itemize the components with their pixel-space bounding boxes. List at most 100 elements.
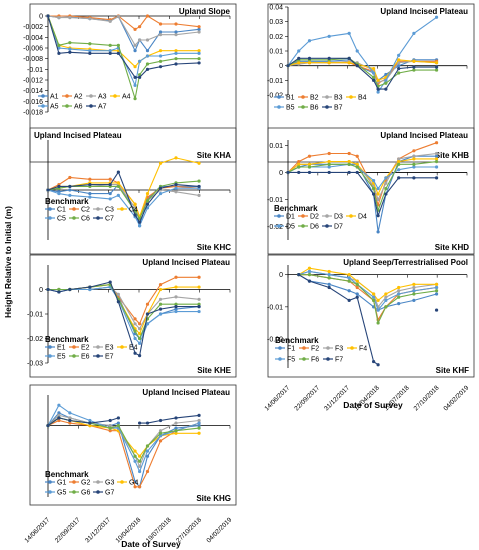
data-point-b6 — [397, 71, 400, 74]
data-point-f5 — [435, 286, 438, 289]
data-point-e7 — [57, 290, 60, 293]
legend-label: F7 — [335, 357, 343, 364]
data-point-f5 — [328, 273, 331, 276]
chart-panel-khg: Upland Incised PlateauSite KHGBenchmarkG… — [30, 385, 236, 505]
legend-label: F2 — [311, 346, 319, 353]
data-point-d6 — [412, 163, 415, 166]
data-point-a4 — [133, 65, 136, 68]
x-tick-label: 14/06/2017 — [23, 516, 51, 544]
legend-label: F4 — [359, 346, 367, 353]
legend-marker — [72, 480, 76, 484]
legend-label: B1 — [286, 95, 295, 102]
data-point-a6 — [197, 57, 200, 60]
x-tick-label: 27/10/2018 — [413, 384, 441, 412]
legend-label: A6 — [74, 104, 83, 111]
data-point-c7 — [88, 183, 91, 186]
data-point-g4 — [197, 432, 200, 435]
y-tick-label: 0.01 — [269, 49, 283, 56]
legend-item-g4: G4 — [117, 480, 138, 487]
data-point-d3 — [376, 198, 379, 201]
legend-label: E5 — [57, 354, 66, 361]
data-point-b7 — [356, 64, 359, 67]
chart-title: Upland Incised Plateau — [380, 131, 468, 140]
data-point-c4 — [146, 192, 149, 195]
legend-label: A5 — [50, 104, 59, 111]
y-tick-label: -0.006 — [23, 46, 43, 53]
data-point-f7 — [308, 279, 311, 282]
data-point-d7 — [376, 214, 379, 217]
data-point-d6 — [356, 165, 359, 168]
data-point-d5 — [435, 165, 438, 168]
data-point-f4 — [328, 270, 331, 273]
data-point-e7 — [88, 285, 91, 288]
series-line-b5 — [288, 17, 437, 92]
data-point-b7 — [297, 57, 300, 60]
series-line-g5 — [48, 405, 199, 471]
data-point-g7 — [159, 419, 162, 422]
data-point-b7 — [412, 66, 415, 69]
x-tick-label: 04/02/2019 — [442, 384, 470, 412]
data-point-a7 — [174, 62, 177, 65]
data-point-f6 — [435, 289, 438, 292]
x-tick-label: 04/02/2019 — [205, 516, 233, 544]
data-point-d6 — [435, 160, 438, 163]
legend-item-a2: A2 — [62, 94, 83, 101]
data-point-d7 — [328, 171, 331, 174]
data-point-f1 — [412, 299, 415, 302]
legend-label: A1 — [50, 94, 59, 101]
legend-item-d7: D7 — [322, 224, 343, 231]
data-point-a6 — [146, 62, 149, 65]
data-point-g4 — [138, 455, 141, 458]
data-point-a7 — [68, 51, 71, 54]
data-point-f7 — [376, 363, 379, 366]
legend-label: G7 — [105, 490, 114, 497]
data-point-g6 — [117, 424, 120, 427]
legend-label: E3 — [105, 345, 114, 352]
data-point-c3 — [197, 194, 200, 197]
data-point-e2 — [174, 276, 177, 279]
data-point-f4 — [356, 279, 359, 282]
legend-marker — [48, 216, 52, 220]
legend-label: C3 — [105, 207, 114, 214]
data-point-c7 — [46, 188, 49, 191]
legend-item-c7: C7 — [93, 216, 114, 223]
data-point-b4 — [308, 61, 311, 64]
data-point-d7 — [397, 176, 400, 179]
data-point-e7 — [159, 308, 162, 311]
site-label: Site KHA — [197, 151, 231, 160]
data-point-f4 — [435, 283, 438, 286]
data-point-a3 — [197, 30, 200, 33]
x-tick-label: 22/09/2017 — [54, 516, 82, 544]
data-point-e7 — [46, 288, 49, 291]
data-point-a2 — [159, 22, 162, 25]
data-point-g5 — [146, 450, 149, 453]
legend-title: Benchmark — [45, 335, 89, 344]
data-point-f7 — [372, 360, 375, 363]
data-point-f1 — [348, 289, 351, 292]
legend-label: A2 — [74, 94, 83, 101]
data-point-a7 — [46, 14, 49, 17]
legend-marker — [278, 357, 282, 361]
data-point-d7 — [348, 171, 351, 174]
legend-label: A3 — [98, 94, 107, 101]
data-point-g7 — [57, 416, 60, 419]
y-tick-label: -0.018 — [23, 110, 43, 117]
data-point-a3 — [57, 16, 60, 19]
data-point-a5 — [159, 54, 162, 57]
data-point-e2 — [146, 303, 149, 306]
data-point-a3 — [109, 20, 112, 23]
legend-marker — [41, 94, 45, 98]
data-point-a3 — [138, 38, 141, 41]
data-point-c1 — [68, 188, 71, 191]
data-point-e4 — [197, 285, 200, 288]
site-label: Site KHD — [435, 243, 469, 252]
legend-marker — [120, 207, 124, 211]
data-point-d7 — [297, 171, 300, 174]
legend-label: F3 — [335, 346, 343, 353]
series-line-e7 — [48, 282, 199, 356]
data-point-f1 — [356, 292, 359, 295]
legend-marker — [72, 490, 76, 494]
data-point-c7 — [109, 183, 112, 186]
data-point-c5 — [109, 197, 112, 200]
site-label: Site KHC — [197, 243, 231, 252]
